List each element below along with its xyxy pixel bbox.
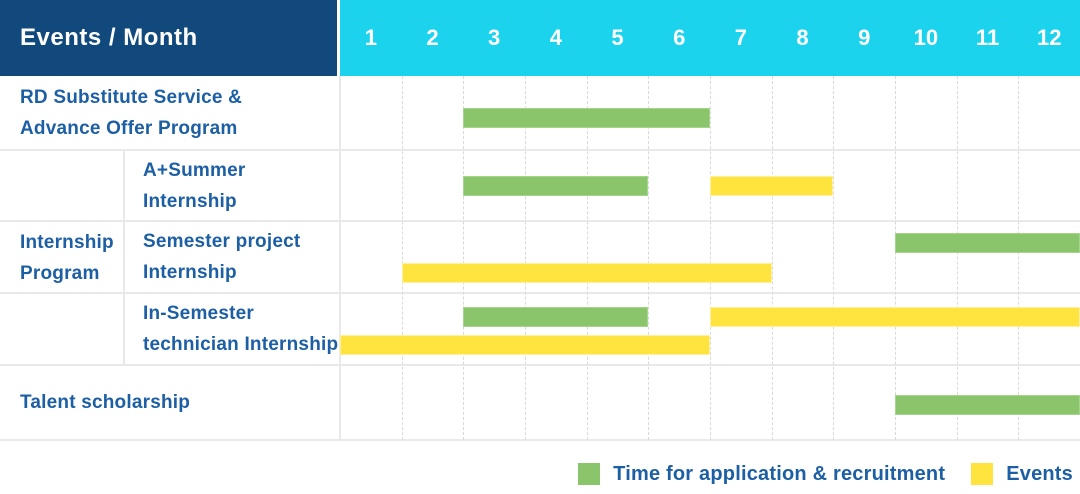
events-month-header-cell: Events / Month	[0, 0, 340, 76]
month-header-4: 4	[549, 25, 562, 50]
month-header-12: 12	[1036, 25, 1062, 50]
row-label-semester-project-internship: Semester project Internship	[143, 221, 300, 293]
gantt-bar-application-talent-scholarship	[895, 395, 1080, 415]
row-divider	[0, 149, 1080, 151]
sub-column-divider	[123, 150, 125, 365]
month-gridline	[402, 76, 403, 440]
month-header-5: 5	[611, 25, 624, 50]
row-divider	[0, 292, 1080, 294]
legend-label-application: Time for application & recruitment	[613, 462, 946, 485]
month-header-7: 7	[734, 25, 747, 50]
gantt-bar-event-in-semester-technician-internship	[710, 307, 1080, 327]
gantt-bar-application-rd-substitute-service-advance-offer-program	[463, 108, 710, 128]
legend-label-events: Events	[1006, 462, 1073, 485]
month-header-2: 2	[426, 25, 439, 50]
gantt-bar-application-in-semester-technician-internship	[463, 307, 649, 327]
row-label-line: Semester project	[143, 231, 301, 252]
month-header-11: 11	[975, 25, 1000, 50]
row-label-line: technician Internship	[143, 334, 339, 355]
month-header-row: 1 2 3 4 5 6 7 8 9 10 11 12	[340, 0, 1080, 76]
month-header-3: 3	[488, 25, 501, 50]
month-gridline	[1018, 76, 1019, 440]
events-month-header-label: Events / Month	[20, 24, 198, 51]
month-header-1: 1	[364, 25, 377, 50]
month-header-6: 6	[673, 25, 686, 50]
row-label-line: A+Summer	[143, 159, 246, 181]
legend: Time for application & recruitment Event…	[578, 459, 1073, 489]
table-header-row: Events / Month 1 2 3 4 5 6 7 8 9 10 11 12	[0, 0, 1080, 76]
month-gridline	[463, 76, 464, 440]
month-header-9: 9	[858, 25, 871, 50]
group-label-internship-program: Internship Program	[20, 231, 114, 284]
month-header-8: 8	[796, 25, 809, 50]
events-swatch-icon	[971, 463, 994, 485]
gantt-bar-event-a-plus-summer-internship	[710, 176, 834, 196]
row-label-line: RD Substitute Service &	[20, 87, 243, 108]
row-label-line: In-Semester	[143, 303, 254, 324]
application-swatch-icon	[578, 463, 601, 485]
month-gridline	[772, 76, 773, 440]
row-label-in-semester-technician-internship: In-Semester technician Internship	[143, 293, 338, 365]
month-gridline	[525, 76, 526, 440]
row-label-line: Advance Offer Program	[20, 118, 238, 139]
month-header-10: 10	[913, 25, 939, 50]
gantt-bar-application-semester-project-internship	[895, 233, 1080, 253]
gantt-bar-event-semester-project-internship	[401, 263, 772, 283]
row-divider	[0, 364, 1080, 366]
row-divider	[0, 439, 1080, 441]
legend-item-application: Time for application & recruitment	[578, 463, 945, 486]
row-label-line: Internship	[143, 190, 237, 212]
label-column-divider	[339, 76, 341, 440]
row-label-line: Internship	[143, 262, 237, 283]
month-gridline	[587, 76, 588, 440]
month-gridline	[833, 76, 834, 440]
row-label-rd-substitute-service-advance-offer-program: RD Substitute Service & Advance Offer Pro…	[20, 76, 242, 150]
gantt-bar-event-in-semester-technician-internship	[340, 335, 710, 355]
month-gridline	[648, 76, 649, 440]
month-gridline	[710, 76, 711, 440]
month-gridline	[895, 76, 896, 440]
row-label-a-plus-summer-internship: A+Summer Internship	[143, 150, 245, 221]
row-label-line: Talent scholarship	[20, 392, 191, 413]
row-label-talent-scholarship: Talent scholarship	[20, 365, 190, 440]
month-gridline	[957, 76, 958, 440]
row-divider	[0, 220, 1080, 222]
legend-item-events: Events	[971, 463, 1073, 486]
gantt-bar-application-a-plus-summer-internship	[463, 176, 649, 196]
